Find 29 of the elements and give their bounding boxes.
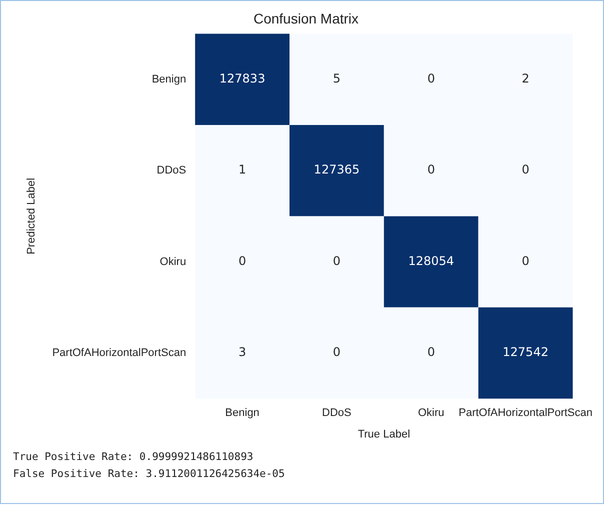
data-label: 128054	[408, 254, 454, 268]
y-tick-label: Okiru	[160, 256, 186, 268]
x-tick-label: Okiru	[418, 407, 444, 420]
data-label: 127365	[314, 162, 360, 177]
text: True Positive Rate: 0.9999921486110893	[13, 450, 254, 465]
data-label: 0	[427, 72, 435, 86]
y-tick-label: PartOfAHorizontalPortScan	[52, 347, 186, 360]
data-label: 127833	[219, 72, 266, 86]
data-label: 2	[522, 72, 530, 86]
data-label: 0	[427, 162, 435, 177]
y-axis-title: Predicted Label	[26, 178, 38, 254]
chart-title: Confusion Matrix	[253, 10, 359, 26]
data-label: 0	[522, 254, 530, 268]
text: False Positive Rate: 3.9112001126425634e-05	[13, 467, 286, 482]
y-tick-label: Benign	[152, 73, 186, 86]
data-label: 5	[332, 72, 341, 86]
data-label: 127542	[502, 345, 548, 360]
data-label: 0	[332, 254, 341, 268]
x-tick-label: DDoS	[322, 407, 352, 420]
data-label: 0	[427, 345, 435, 360]
data-label: 0	[522, 162, 530, 177]
y-tick-label: DDoS	[156, 164, 186, 177]
data-label: 0	[332, 345, 341, 360]
x-tick-label: Benign	[225, 407, 260, 420]
data-label: 3	[238, 345, 246, 360]
data-label: 0	[238, 254, 246, 268]
x-axis-title: True Label	[358, 428, 410, 440]
x-tick-label: PartOfAHorizontalPortScan	[458, 407, 592, 420]
data-label: 1	[238, 162, 246, 177]
